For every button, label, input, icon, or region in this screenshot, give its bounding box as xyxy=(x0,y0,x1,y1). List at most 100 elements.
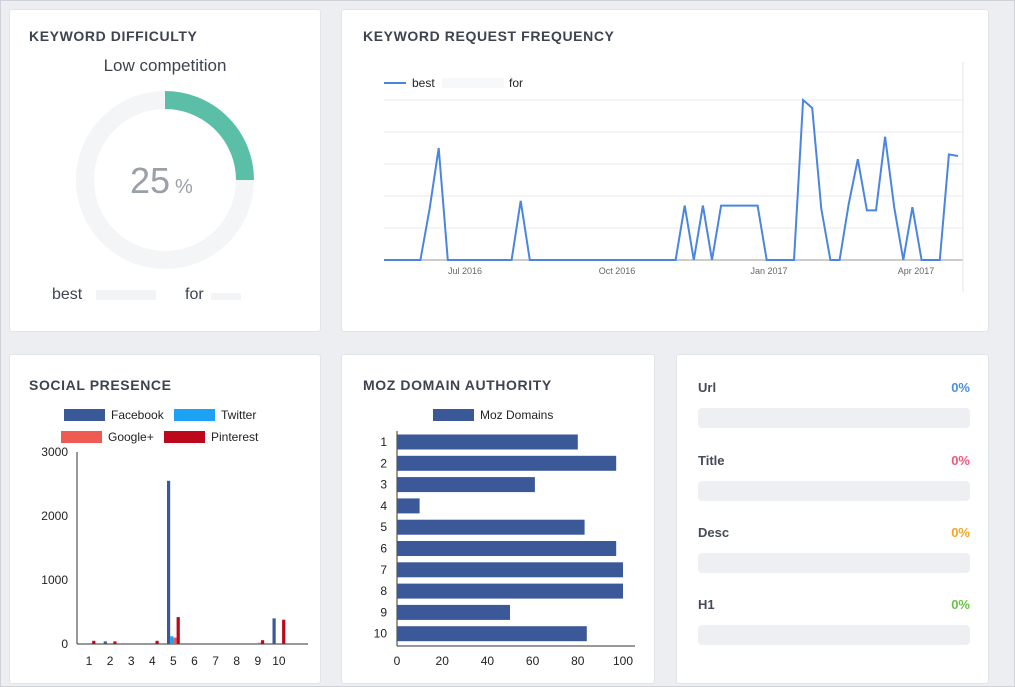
moz-bar xyxy=(397,604,510,620)
keyword-word-1: best xyxy=(52,286,83,303)
line-x-tick-label: Jan 2017 xyxy=(750,266,787,276)
difficulty-ring-value xyxy=(164,91,254,181)
stat-url-percent: 0% xyxy=(951,380,970,395)
difficulty-percent-sign: % xyxy=(175,176,193,198)
moz-y-tick-label: 9 xyxy=(380,605,387,619)
stat-desc-label: Desc xyxy=(698,525,730,540)
moz-y-tick-label: 7 xyxy=(380,563,387,577)
moz-bar xyxy=(397,498,420,514)
line-legend-redacted xyxy=(442,78,504,88)
moz-bar xyxy=(397,455,617,471)
moz-y-tick-label: 1 xyxy=(380,435,387,449)
social-legend-label: Pinterest xyxy=(211,430,259,444)
stat-url-progress xyxy=(698,408,970,428)
keyword-word-2: for xyxy=(185,286,204,303)
line-x-ticks: Jul 2016 Oct 2016 Jan 2017 Apr 2017 xyxy=(448,266,934,276)
difficulty-level: Low competition xyxy=(104,56,227,75)
line-x-tick-label: Jul 2016 xyxy=(448,266,482,276)
social-x-tick-label: 7 xyxy=(212,654,219,668)
line-legend-word-2: for xyxy=(509,76,523,90)
social-x-tick-label: 3 xyxy=(128,654,135,668)
social-y-tick-label: 2000 xyxy=(41,509,68,523)
social-bar-pinterest xyxy=(113,641,117,644)
social-x-tick-label: 5 xyxy=(170,654,177,668)
line-series-best xyxy=(384,97,959,261)
stat-h1-label: H1 xyxy=(698,597,715,612)
social-legend: Facebook Twitter Google+ Pinterest xyxy=(61,408,259,444)
social-x-tick-label: 4 xyxy=(149,654,156,668)
social-y-tick-label: 3000 xyxy=(41,445,68,459)
moz-x-tick-label: 0 xyxy=(394,654,401,668)
social-presence-chart: Facebook Twitter Google+ Pinterest 0 1000 200… xyxy=(41,408,308,668)
moz-y-tick-label: 8 xyxy=(380,584,387,598)
social-legend-swatch xyxy=(64,409,105,421)
social-y-tick-label: 1000 xyxy=(41,573,68,587)
social-legend-label: Facebook xyxy=(111,408,165,422)
social-bar-googleplus xyxy=(257,642,261,644)
difficulty-gauge: Low competition 25 % best for xyxy=(52,56,254,303)
keyword-difficulty-title: KEYWORD DIFFICULTY xyxy=(29,28,198,44)
social-legend-label: Google+ xyxy=(108,430,154,444)
stat-h1-progress xyxy=(698,625,970,645)
social-bar-pinterest xyxy=(92,640,96,644)
line-x-tick-label: Oct 2016 xyxy=(599,266,636,276)
social-legend-swatch xyxy=(61,431,102,443)
moz-y-tick-label: 3 xyxy=(380,478,387,492)
stat-desc-progress xyxy=(698,553,970,573)
line-gridlines xyxy=(384,99,963,261)
moz-authority-chart: Moz Domains 0 20 40 60 80 100 1 2 3 4 5 6 7 8 9 10 xyxy=(374,408,635,668)
moz-y-tick-label: 10 xyxy=(374,627,388,641)
request-frequency-card: KEYWORD REQUEST FREQUENCY best for Jul 2… xyxy=(341,9,989,332)
moz-bar xyxy=(397,583,623,599)
moz-legend-swatch xyxy=(433,409,474,421)
social-bar-facebook xyxy=(82,643,86,644)
moz-x-tick-label: 80 xyxy=(571,654,585,668)
stat-desc-percent: 0% xyxy=(951,525,970,540)
social-x-tick-label: 2 xyxy=(107,654,114,668)
line-x-tick-label: Apr 2017 xyxy=(898,266,935,276)
moz-x-tick-label: 20 xyxy=(436,654,450,668)
request-frequency-chart: best for Jul 2016 Oct 2016 Jan 2017 Apr 201… xyxy=(384,62,964,292)
moz-bar xyxy=(397,541,617,556)
social-presence-card: SOCIAL PRESENCE Facebook Twitter Google+ Pi… xyxy=(9,354,321,684)
moz-authority-title: MOZ DOMAIN AUTHORITY xyxy=(363,377,552,393)
difficulty-percent: 25 xyxy=(130,160,170,201)
moz-bar xyxy=(397,519,585,535)
moz-legend-label: Moz Domains xyxy=(480,408,553,422)
moz-bar xyxy=(397,434,578,450)
moz-bar xyxy=(397,477,535,493)
moz-x-tick-label: 40 xyxy=(481,654,495,668)
social-bar-facebook xyxy=(272,618,276,644)
social-bar-pinterest xyxy=(282,619,286,644)
social-presence-title: SOCIAL PRESENCE xyxy=(29,377,172,393)
social-bar-pinterest xyxy=(261,640,265,644)
social-x-tick-label: 9 xyxy=(254,654,261,668)
social-x-tick-label: 6 xyxy=(191,654,198,668)
moz-x-tick-label: 100 xyxy=(613,654,633,668)
moz-bar xyxy=(397,562,623,578)
keyword-redacted-2 xyxy=(211,293,241,300)
social-legend-swatch xyxy=(174,409,215,421)
social-bars xyxy=(82,480,286,644)
social-y-tick-label: 0 xyxy=(61,637,68,651)
stat-title-percent: 0% xyxy=(951,453,970,468)
moz-bar xyxy=(397,626,587,642)
keyword-redacted-1 xyxy=(96,290,156,300)
seo-stats-card: Url 0% Title 0% Desc 0% H1 0% xyxy=(676,354,989,684)
social-legend-swatch xyxy=(164,431,205,443)
social-bar-facebook xyxy=(103,641,107,644)
line-legend-word-1: best xyxy=(412,76,435,90)
stat-title-label: Title xyxy=(698,453,725,468)
social-bar-googleplus xyxy=(173,637,177,644)
moz-bars xyxy=(397,434,623,642)
request-frequency-title: KEYWORD REQUEST FREQUENCY xyxy=(363,28,615,44)
moz-legend: Moz Domains xyxy=(433,408,553,422)
keyword-difficulty-card: KEYWORD DIFFICULTY Low competition 25 % … xyxy=(9,9,321,332)
social-x-tick-label: 1 xyxy=(86,654,93,668)
social-bar-facebook xyxy=(167,480,171,644)
social-bar-pinterest xyxy=(155,640,159,644)
social-bar-twitter xyxy=(170,636,174,644)
stat-h1-percent: 0% xyxy=(951,597,970,612)
stat-title-progress xyxy=(698,481,970,501)
social-x-tick-label: 8 xyxy=(233,654,240,668)
